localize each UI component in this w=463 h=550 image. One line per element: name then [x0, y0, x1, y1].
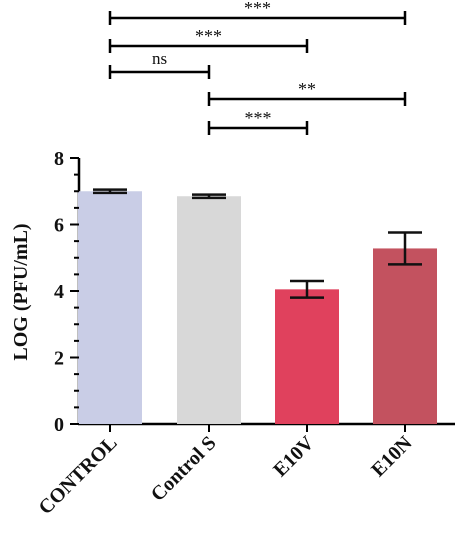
significance-label: *** — [195, 26, 222, 46]
significance-bracket: ns — [108, 49, 211, 79]
bar — [177, 196, 241, 424]
error-bar — [192, 193, 226, 200]
y-tick-label: 8 — [54, 148, 64, 170]
bar — [78, 191, 142, 424]
significance-label: *** — [245, 108, 272, 128]
bar — [275, 289, 339, 424]
significance-label: ** — [298, 79, 316, 99]
error-bar — [388, 231, 422, 266]
x-tick-label: E10N — [367, 432, 417, 482]
x-tick-label: E10V — [269, 432, 319, 482]
y-axis-label: LOG (PFU/mL) — [10, 223, 32, 360]
significance-bracket: *** — [207, 108, 309, 135]
error-bar — [93, 188, 127, 195]
significance-bracket: ** — [207, 79, 407, 106]
significance-bracket: *** — [108, 0, 407, 25]
significance-label: ns — [152, 49, 167, 68]
significance-label: *** — [244, 0, 271, 18]
error-bar — [290, 279, 324, 299]
x-tick-label: Control S — [147, 432, 221, 506]
y-tick-label: 6 — [54, 215, 64, 237]
x-tick-label: CONTROL — [34, 432, 121, 519]
significance-brackets: ******ns***** — [108, 0, 407, 135]
y-tick-label: 0 — [54, 414, 64, 436]
bars — [78, 188, 437, 424]
bar — [373, 248, 437, 424]
y-ticks: 0 2 4 6 8 — [54, 148, 79, 436]
y-tick-label: 4 — [54, 281, 64, 303]
x-tick-labels: CONTROL Control S E10V E10N — [34, 424, 417, 519]
y-tick-label: 2 — [54, 348, 64, 370]
significance-bracket: *** — [108, 26, 309, 53]
